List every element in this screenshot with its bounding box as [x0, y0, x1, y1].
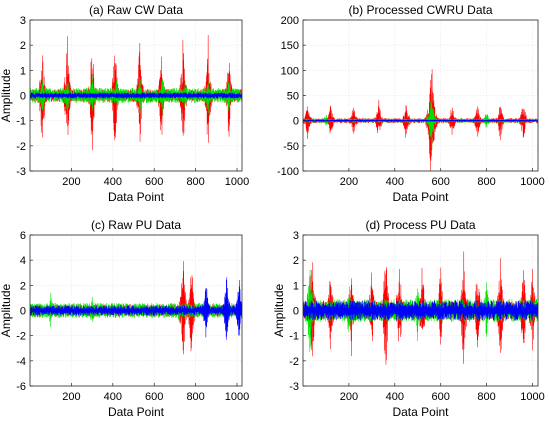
y-axis-label: Amplitude	[0, 284, 13, 338]
x-tick-label: 400	[386, 176, 404, 188]
chart-title: (c) Raw PU Data	[91, 218, 181, 232]
x-tick-label: 800	[477, 391, 495, 403]
y-tick-label: -1	[289, 331, 299, 343]
x-tick-label: 200	[340, 391, 358, 403]
y-tick-label: 4	[20, 255, 26, 267]
x-tick-label: 600	[432, 176, 450, 188]
series-line-blue	[303, 300, 538, 321]
x-axis-label: Data Point	[392, 190, 449, 204]
x-tick-label: 600	[145, 176, 163, 188]
y-tick-label: -3	[289, 381, 299, 393]
series-line-blue	[303, 119, 538, 123]
y-tick-label: 200	[281, 15, 299, 27]
y-axis-label: Amplitude	[0, 69, 13, 123]
chart-panel-4: 200 400 600 800 1000 -3 -2 -1 0 1 2 3 (d) Process PU…	[272, 218, 545, 419]
y-tick-label: -3	[16, 166, 26, 178]
x-tick-label: 200	[62, 176, 80, 188]
y-tick-label: -1	[16, 116, 26, 128]
y-tick-label: 100	[281, 65, 299, 77]
x-tick-label: 400	[104, 176, 122, 188]
x-tick-label: 1000	[520, 176, 544, 188]
chart-panel-2: 200 400 600 800 1000 -100 -50 0 50 100 150 200 (b) P…	[277, 3, 545, 204]
x-tick-label: 1000	[520, 391, 544, 403]
y-tick-label: -6	[16, 381, 26, 393]
x-tick-label: 800	[186, 391, 204, 403]
y-tick-label: -50	[283, 141, 299, 153]
y-tick-label: 0	[20, 306, 26, 318]
x-tick-label: 1000	[225, 391, 249, 403]
y-tick-label: 3	[293, 230, 299, 242]
y-tick-label: 150	[281, 40, 299, 52]
x-tick-label: 600	[145, 391, 163, 403]
chart-title: (b) Processed CWRU Data	[348, 3, 492, 17]
chart-panel-3: 200 400 600 800 1000 -6 -4 -2 0 2 4 6 (c) Raw PU Dat…	[0, 218, 249, 419]
y-tick-label: 0	[20, 91, 26, 103]
y-tick-label: 50	[287, 91, 299, 103]
y-tick-label: 2	[20, 40, 26, 52]
x-tick-label: 600	[432, 391, 450, 403]
y-axis-label: Amplitude	[272, 284, 286, 338]
chart-title: (d) Process PU Data	[365, 218, 475, 232]
x-tick-label: 800	[477, 176, 495, 188]
chart-title: (a) Raw CW Data	[89, 3, 183, 17]
y-tick-label: 1	[20, 65, 26, 77]
y-tick-label: -2	[16, 141, 26, 153]
y-tick-label: -2	[16, 331, 26, 343]
y-tick-label: -2	[289, 356, 299, 368]
x-tick-label: 400	[104, 391, 122, 403]
y-tick-label: 0	[293, 116, 299, 128]
y-tick-label: 0	[293, 306, 299, 318]
chart-panel-1: 200 400 600 800 1000 -3 -2 -1 0 1 2 3 (a) Raw CW Dat…	[0, 3, 249, 204]
x-tick-label: 400	[386, 391, 404, 403]
series-line-blue	[30, 92, 242, 99]
y-tick-label: 1	[293, 280, 299, 292]
y-tick-label: -100	[277, 166, 299, 178]
y-tick-label: -4	[16, 356, 26, 368]
x-tick-label: 200	[62, 391, 80, 403]
series-line-blue	[30, 277, 242, 340]
x-axis-label: Data Point	[392, 405, 449, 419]
x-tick-label: 800	[186, 176, 204, 188]
y-tick-label: 2	[20, 280, 26, 292]
x-axis-label: Data Point	[108, 190, 165, 204]
x-tick-label: 1000	[225, 176, 249, 188]
y-tick-label: 6	[20, 230, 26, 242]
x-axis-label: Data Point	[108, 405, 165, 419]
y-tick-label: 3	[20, 15, 26, 27]
x-tick-label: 200	[340, 176, 358, 188]
y-tick-label: 2	[293, 255, 299, 267]
